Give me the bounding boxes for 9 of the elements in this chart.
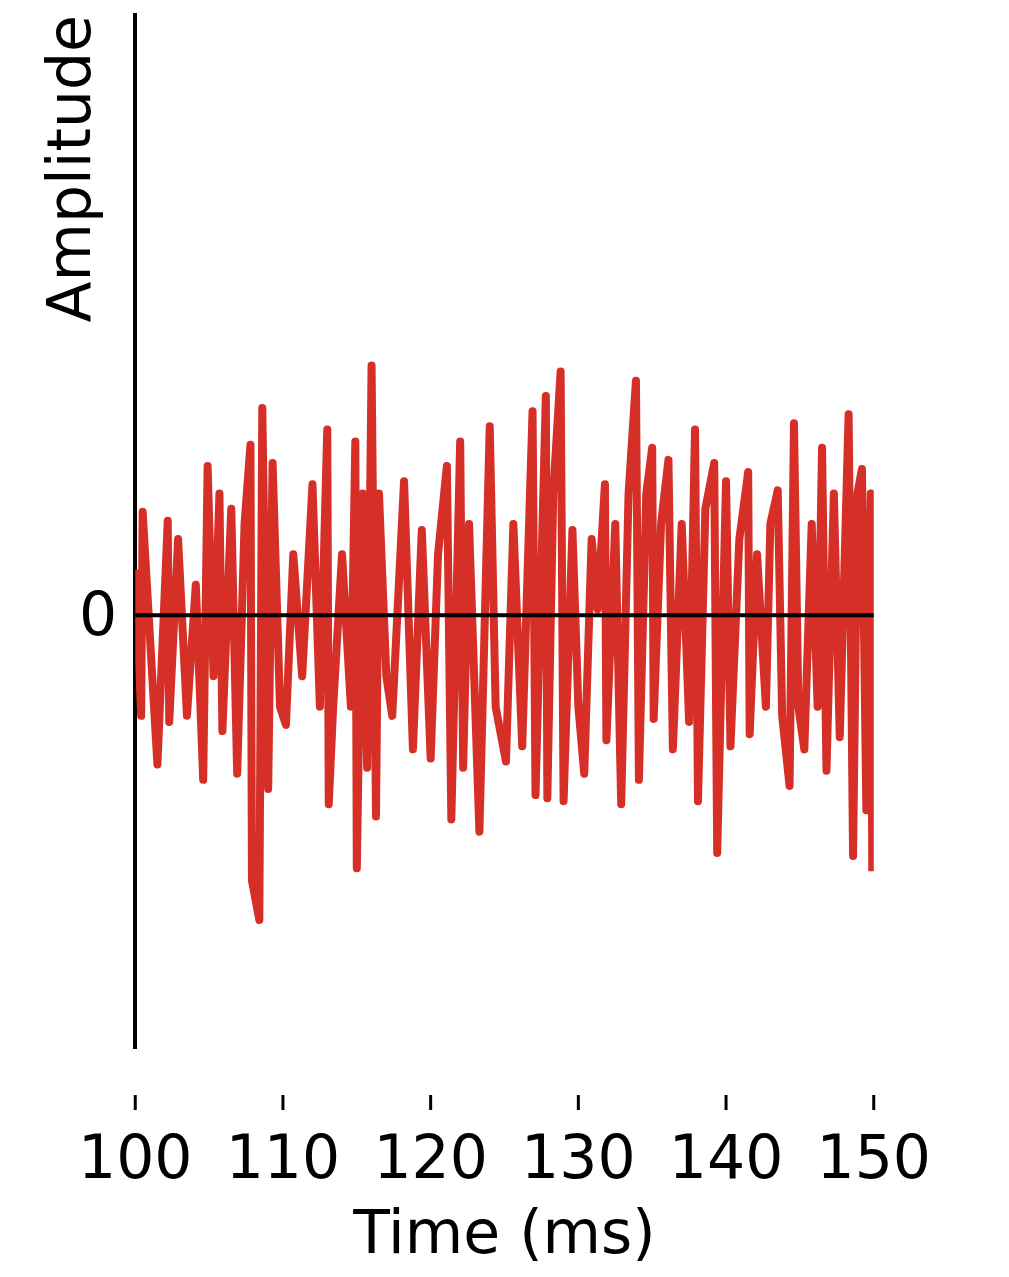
y-axis-title: Amplitude bbox=[33, 15, 104, 323]
ref-line-label: 0 bbox=[79, 578, 118, 649]
x-tick-label: 150 bbox=[816, 1121, 931, 1192]
x-tick-label: 120 bbox=[373, 1121, 488, 1192]
x-tick-label: 100 bbox=[78, 1121, 193, 1192]
x-tick-label: 110 bbox=[225, 1121, 341, 1192]
x-tick-label: 130 bbox=[521, 1121, 636, 1192]
x-axis-title: Time (ms) bbox=[352, 1196, 656, 1267]
x-tick-label: 140 bbox=[668, 1121, 784, 1192]
